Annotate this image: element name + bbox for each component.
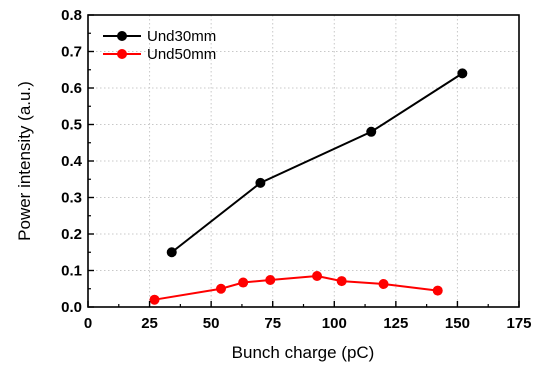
grid: [88, 15, 519, 307]
y-tick-label: 0.6: [61, 80, 82, 97]
data-point: [238, 277, 249, 288]
plot-area: [88, 15, 519, 307]
data-point: [149, 294, 160, 305]
y-axis-label: Power intensity (a.u.): [15, 81, 34, 241]
legend-item: Und30mm: [103, 28, 216, 45]
series-group: [149, 68, 468, 305]
series-line: [171, 72, 463, 254]
data-point: [166, 247, 177, 258]
y-tick-label: 0.2: [61, 226, 82, 243]
series-und50mm: [149, 270, 443, 305]
data-point: [378, 279, 389, 290]
x-tick-label: 0: [84, 315, 92, 332]
legend-item: Und50mm: [103, 46, 216, 63]
data-point: [265, 274, 276, 285]
data-point: [432, 285, 443, 296]
x-tick-label: 125: [383, 315, 408, 332]
data-point: [366, 126, 377, 137]
y-tick-label: 0.7: [61, 44, 82, 61]
data-point: [336, 276, 347, 287]
data-point: [457, 68, 468, 79]
x-tick-label: 25: [141, 315, 158, 332]
x-tick-label: 100: [322, 315, 347, 332]
x-tick-label: 75: [264, 315, 281, 332]
x-tick-label: 150: [445, 315, 470, 332]
legend-marker: [117, 49, 127, 59]
ticks: 0 25 50 75 100 125 150 175 0.0 0.1 0.2 0.3 0.4 0.5 0.6…: [61, 7, 531, 332]
x-tick-label: 50: [203, 315, 220, 332]
y-tick-label: 0.8: [61, 7, 82, 24]
data-point: [215, 283, 226, 294]
x-axis-label: Bunch charge (pC): [232, 343, 375, 362]
data-point: [312, 270, 323, 281]
x-tick-label: 175: [506, 315, 531, 332]
legend-label: Und50mm: [147, 46, 216, 63]
y-tick-label: 0.5: [61, 117, 82, 134]
series-und30mm: [166, 68, 468, 258]
legend-marker: [117, 31, 127, 41]
y-tick-label: 0.0: [61, 299, 82, 316]
y-tick-label: 0.3: [61, 190, 82, 207]
y-tick-label: 0.4: [61, 153, 83, 170]
data-point: [255, 177, 266, 188]
legend-label: Und30mm: [147, 28, 216, 45]
y-tick-label: 0.1: [61, 263, 82, 280]
